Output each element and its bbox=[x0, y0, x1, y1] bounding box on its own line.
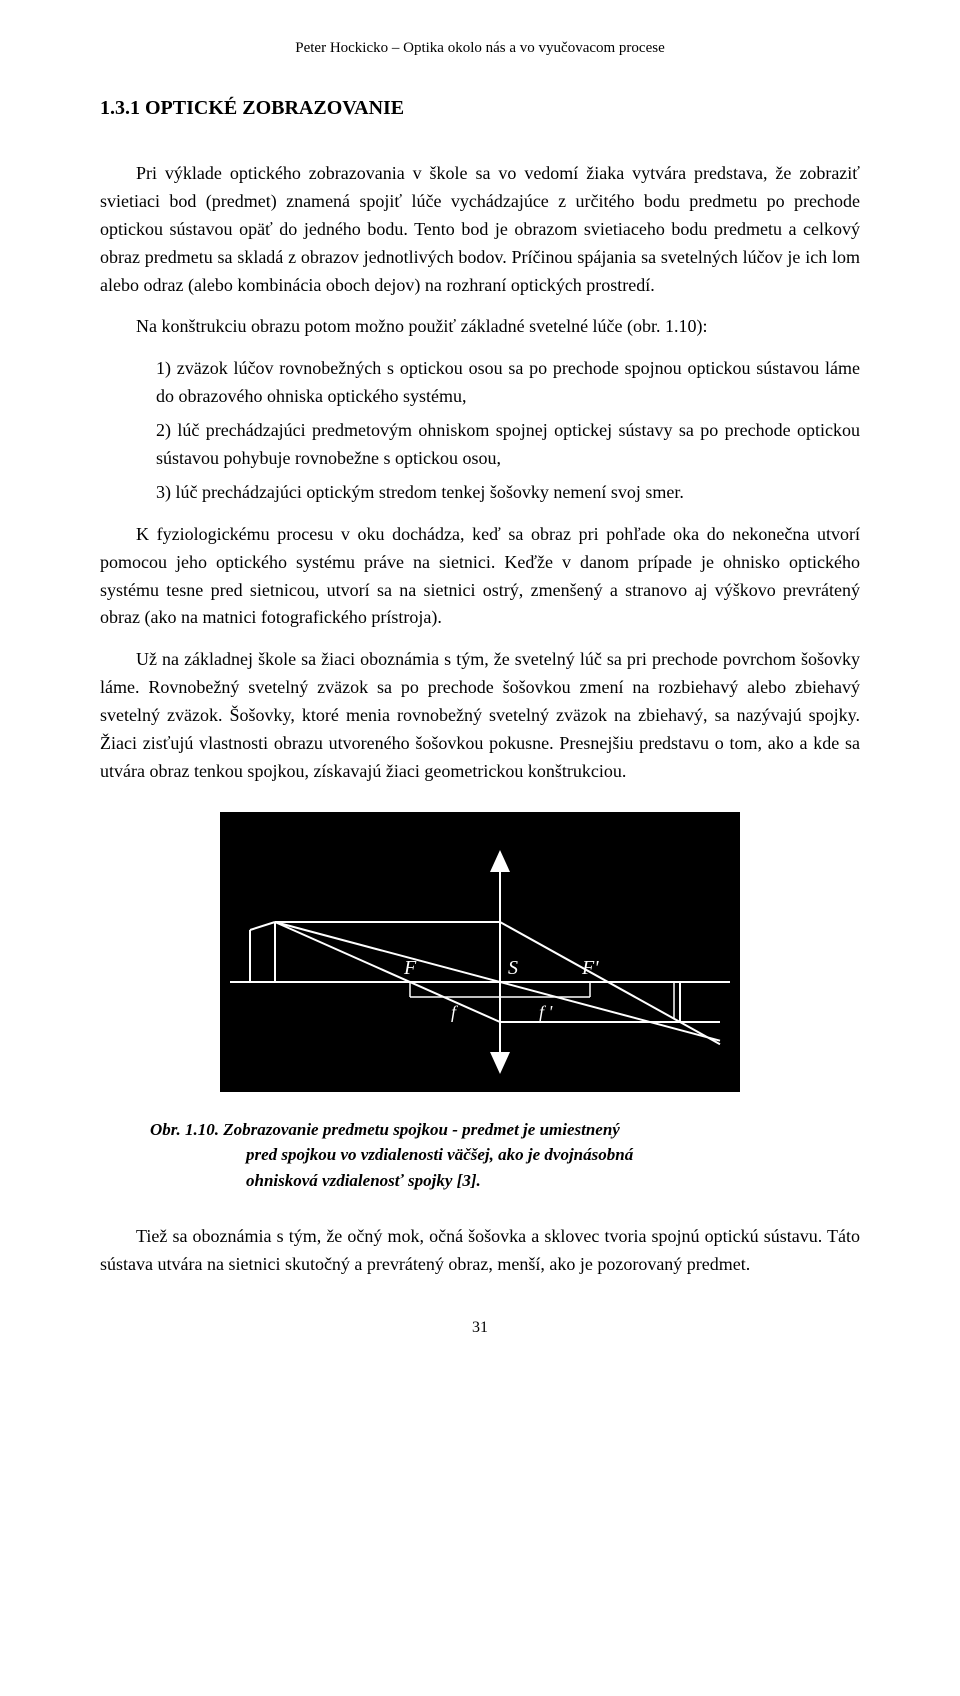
paragraph-4: Už na základnej škole sa žiaci oboznámia… bbox=[100, 646, 860, 785]
list-item-1: 1) zväzok lúčov rovnobežných s optickou … bbox=[156, 355, 860, 411]
paragraph-3: K fyziologickému procesu v oku dochádza,… bbox=[100, 521, 860, 633]
figure-1-10: FSF'ff ' bbox=[100, 812, 860, 1097]
caption-line-2: pred spojkou vo vzdialenosti väčšej, ako… bbox=[246, 1142, 810, 1168]
caption-line-1: Obr. 1.10. Zobrazovanie predmetu spojkou… bbox=[150, 1117, 810, 1143]
paragraph-2: Na konštrukciu obrazu potom možno použiť… bbox=[100, 313, 860, 341]
caption-line-3: ohnisková vzdialenosť spojky [3]. bbox=[246, 1168, 810, 1194]
list-item-2: 2) lúč prechádzajúci predmetovým ohnisko… bbox=[156, 417, 860, 473]
lens-diagram-svg: FSF'ff ' bbox=[220, 812, 740, 1092]
figure-caption: Obr. 1.10. Zobrazovanie predmetu spojkou… bbox=[150, 1117, 810, 1194]
list-item-3: 3) lúč prechádzajúci optickým stredom te… bbox=[156, 479, 860, 507]
section-title: 1.3.1 OPTICKÉ ZOBRAZOVANIE bbox=[100, 97, 860, 120]
svg-text:F: F bbox=[403, 957, 417, 979]
page-number: 31 bbox=[100, 1319, 860, 1337]
ray-rules-list: 1) zväzok lúčov rovnobežných s optickou … bbox=[156, 355, 860, 506]
svg-text:f ': f ' bbox=[539, 1002, 554, 1022]
paragraph-1: Pri výklade optického zobrazovania v ško… bbox=[100, 160, 860, 299]
svg-text:S: S bbox=[508, 957, 518, 979]
running-head: Peter Hockicko – Optika okolo nás a vo v… bbox=[100, 40, 860, 57]
svg-text:F': F' bbox=[581, 957, 599, 979]
paragraph-5: Tiež sa oboznámia s tým, že očný mok, oč… bbox=[100, 1223, 860, 1279]
